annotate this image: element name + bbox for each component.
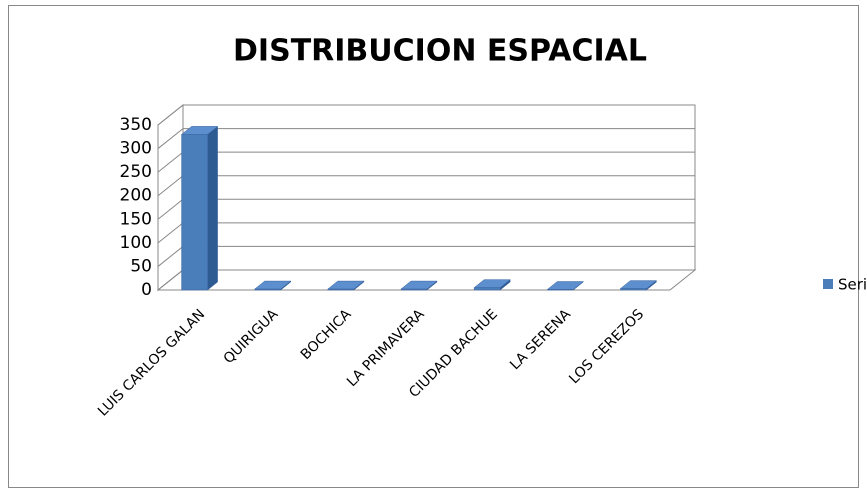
back-wall — [182, 104, 696, 271]
bar — [327, 280, 365, 291]
bar — [180, 125, 219, 291]
bar-front — [327, 288, 355, 291]
y-tick-label: 300 — [120, 139, 152, 159]
bar — [400, 280, 438, 291]
bar-front — [181, 134, 208, 291]
chart-title: DISTRIBUCION ESPACIAL — [233, 34, 647, 69]
bar-side — [207, 125, 218, 291]
bar-front — [254, 288, 281, 291]
bar-front — [620, 288, 647, 291]
legend-label: Series1 — [838, 276, 867, 294]
y-tick-label: 150 — [120, 209, 152, 229]
side-wall — [157, 103, 184, 292]
bar — [254, 280, 292, 291]
bar-front — [473, 287, 501, 291]
bar — [473, 279, 511, 291]
bar-front — [400, 288, 428, 291]
bar — [546, 281, 584, 291]
y-tick-label: 100 — [120, 233, 152, 253]
grid-line — [157, 104, 695, 126]
y-tick-label: 50 — [130, 256, 152, 276]
grid-line — [157, 128, 695, 149]
bar — [619, 280, 658, 291]
y-tick-label: 200 — [120, 186, 152, 206]
y-tick-label: 0 — [141, 280, 152, 300]
y-tick-label: 250 — [120, 162, 152, 182]
y-tick-label: 350 — [120, 115, 152, 135]
legend-swatch — [823, 279, 833, 289]
